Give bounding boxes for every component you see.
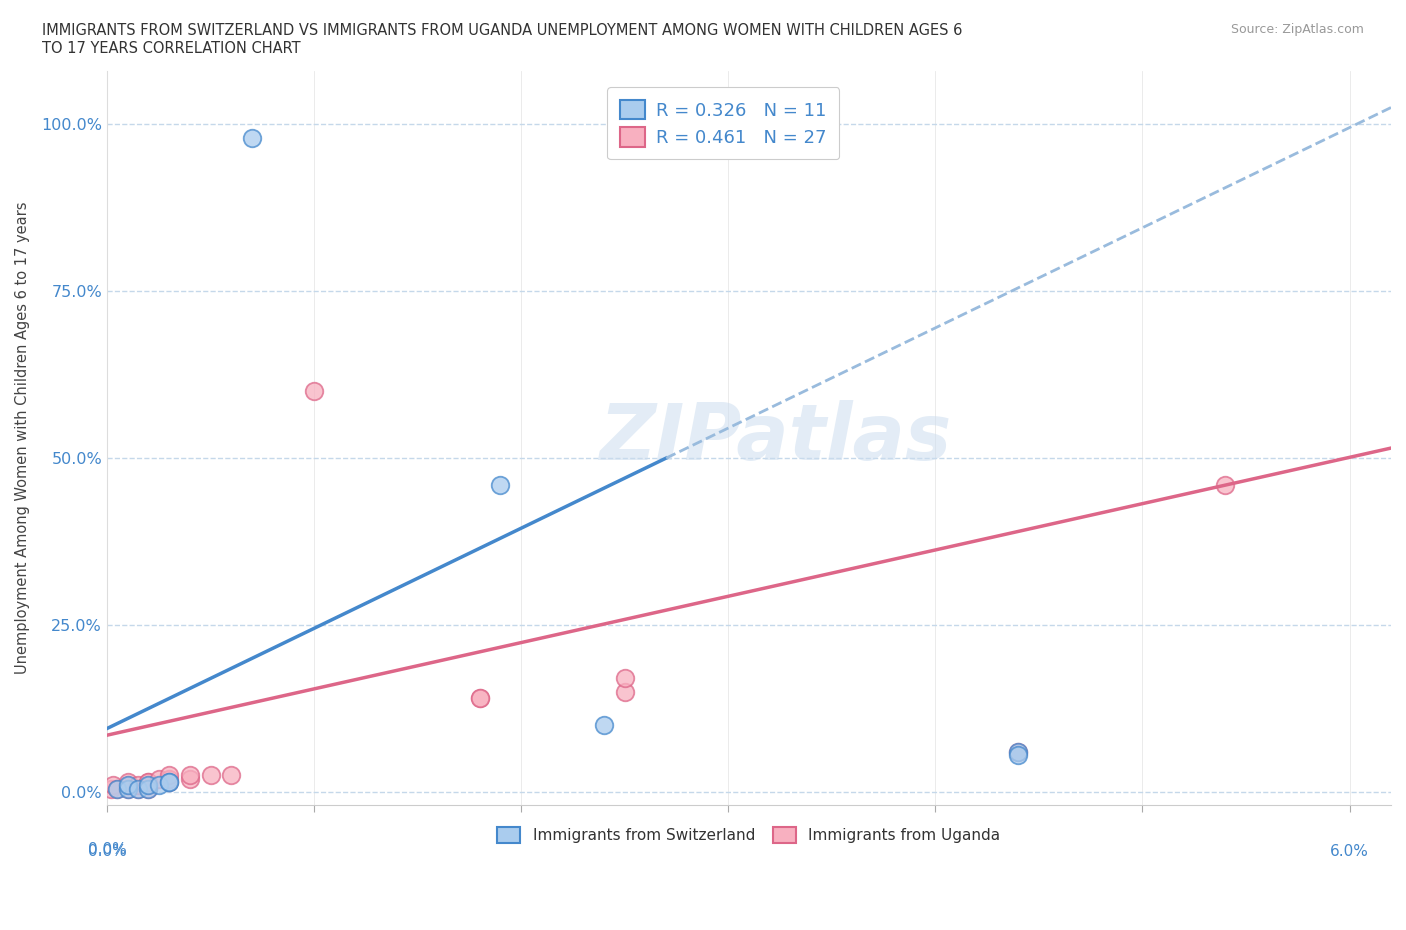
Point bbox=[117, 777, 139, 792]
Point bbox=[200, 768, 222, 783]
Point bbox=[489, 477, 512, 492]
Point bbox=[127, 781, 149, 796]
Point bbox=[468, 691, 491, 706]
Point bbox=[117, 781, 139, 796]
Point bbox=[138, 777, 160, 792]
Point bbox=[138, 781, 160, 796]
Point bbox=[105, 781, 128, 796]
Point bbox=[157, 771, 180, 786]
Point bbox=[117, 775, 139, 790]
Point bbox=[179, 771, 201, 786]
Point bbox=[1213, 477, 1236, 492]
Point bbox=[117, 777, 139, 792]
Point bbox=[240, 130, 263, 145]
Text: 6.0%: 6.0% bbox=[1330, 844, 1369, 859]
Text: 0.0%: 0.0% bbox=[87, 842, 127, 857]
Point bbox=[219, 768, 242, 783]
Point bbox=[148, 771, 170, 786]
Point bbox=[157, 775, 180, 790]
Point bbox=[127, 777, 149, 792]
Point bbox=[117, 781, 139, 796]
Point bbox=[468, 691, 491, 706]
Point bbox=[1007, 744, 1029, 759]
Point bbox=[613, 671, 636, 686]
Point bbox=[179, 768, 201, 783]
Text: IMMIGRANTS FROM SWITZERLAND VS IMMIGRANTS FROM UGANDA UNEMPLOYMENT AMONG WOMEN W: IMMIGRANTS FROM SWITZERLAND VS IMMIGRANT… bbox=[42, 23, 963, 56]
Point bbox=[157, 775, 180, 790]
Point bbox=[138, 775, 160, 790]
Point bbox=[302, 384, 325, 399]
Point bbox=[593, 718, 616, 733]
Point bbox=[138, 775, 160, 790]
Point bbox=[157, 768, 180, 783]
Text: Source: ZipAtlas.com: Source: ZipAtlas.com bbox=[1230, 23, 1364, 36]
Point bbox=[138, 781, 160, 796]
Point bbox=[148, 777, 170, 792]
Point bbox=[613, 684, 636, 699]
Point bbox=[157, 775, 180, 790]
Text: ZIPatlas: ZIPatlas bbox=[599, 400, 950, 476]
Y-axis label: Unemployment Among Women with Children Ages 6 to 17 years: Unemployment Among Women with Children A… bbox=[15, 202, 30, 674]
Point bbox=[1007, 748, 1029, 763]
Point bbox=[127, 781, 149, 796]
Point bbox=[1007, 744, 1029, 759]
Point bbox=[138, 777, 160, 792]
Legend: Immigrants from Switzerland, Immigrants from Uganda: Immigrants from Switzerland, Immigrants … bbox=[491, 821, 1007, 849]
Point bbox=[103, 777, 125, 792]
Point bbox=[100, 781, 122, 796]
Point bbox=[105, 781, 128, 796]
Text: 0.0%: 0.0% bbox=[87, 844, 127, 859]
